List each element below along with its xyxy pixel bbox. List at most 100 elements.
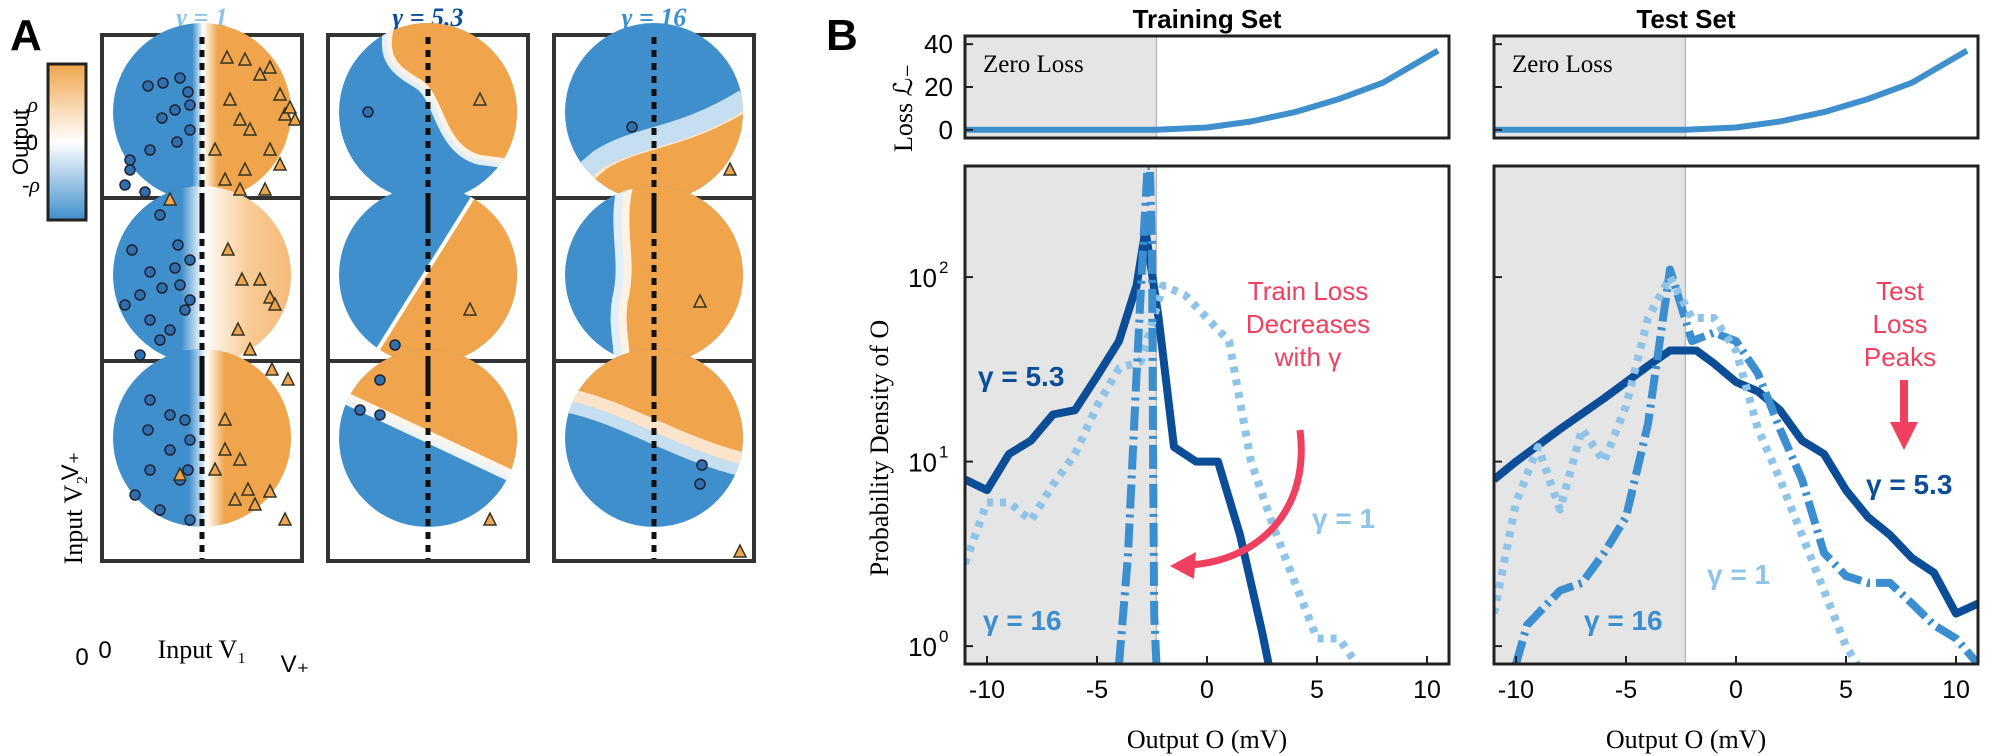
loss-train-zero-loss-region (965, 36, 1157, 138)
test-annotation-line1: Test (1876, 276, 1924, 306)
a-y-label: Input V₂ (59, 476, 88, 565)
loss-train-series-group (965, 48, 1440, 133)
marker-circle-39 (182, 464, 194, 476)
density-test-xtick-label-0: 0 (1729, 676, 1743, 704)
loss-train-ytick-label-20: 20 (924, 72, 953, 102)
marker-triangle-33 (277, 511, 293, 526)
density-train-series-2 (1115, 166, 1161, 664)
marker-circle-0 (142, 80, 154, 92)
marker-circle-19 (174, 279, 186, 291)
density-train-series-1 (965, 281, 1360, 664)
marker-triangle-13 (217, 171, 233, 186)
loss-train-series-0 (965, 48, 1440, 133)
marker-circle-3 (182, 86, 194, 98)
density-train-xtick-label-0: 0 (1200, 676, 1214, 704)
loss-ylabel: Loss ℒ₋ (889, 64, 918, 152)
marker-circle-49 (626, 121, 638, 133)
test-xlabel: Output O (mV) (1606, 725, 1766, 754)
test-annotation-line2: Loss (1873, 309, 1928, 339)
marker-circle-6 (184, 124, 196, 136)
loss-train-ytick-label-40: 40 (924, 29, 953, 59)
density-ylabel: Probability Density of O (865, 320, 894, 576)
marker-circle-46 (374, 409, 386, 421)
marker-triangle-14 (257, 181, 273, 196)
marker-triangle-23 (280, 371, 296, 386)
loss-train-ytick-label-0: 0 (939, 115, 953, 145)
marker-triangle-30 (240, 481, 256, 496)
marker-triangle-7 (232, 111, 248, 126)
test-set-title: Test Set (1636, 4, 1736, 34)
marker-triangle-41 (722, 161, 738, 176)
marker-circle-23 (164, 324, 176, 336)
marker-circle-17 (169, 262, 181, 274)
marker-triangle-12 (207, 141, 223, 156)
marker-triangle-4 (277, 106, 293, 121)
marker-triangle-16 (222, 91, 238, 106)
marker-circle-11 (139, 186, 151, 198)
marker-circle-38 (184, 514, 196, 526)
density-test-xtick-label--10: -10 (1498, 676, 1534, 704)
train-annotation-line2: Decreases (1246, 309, 1370, 339)
panel-a-label: A (10, 11, 42, 60)
marker-triangle-19 (220, 241, 236, 256)
marker-triangle-20 (234, 271, 250, 286)
marker-circle-22 (144, 314, 156, 326)
density-test-xtick-label-5: 5 (1839, 676, 1853, 704)
marker-triangle-3 (262, 59, 278, 74)
marker-circle-14 (124, 164, 136, 176)
marker-circle-15 (126, 244, 138, 256)
marker-circle-21 (119, 299, 131, 311)
marker-circle-48 (696, 459, 708, 471)
marker-circle-27 (179, 304, 191, 316)
marker-triangle-35 (207, 461, 223, 476)
label-train-g16: γ = 16 (983, 605, 1062, 636)
label-train-g1: γ = 1 (1312, 503, 1375, 534)
train-annotation-line3: with γ (1274, 342, 1341, 372)
density-train-series-0 (965, 226, 1273, 664)
marker-circle-47 (694, 478, 706, 490)
marker-triangle-43 (732, 543, 748, 558)
marker-circle-5 (156, 112, 168, 124)
marker-circle-20 (134, 289, 146, 301)
density-test-series-1 (1512, 265, 1978, 664)
marker-triangle-9 (262, 141, 278, 156)
loss-test-series-group (1494, 48, 1969, 133)
density-test-series-group (1494, 265, 1978, 664)
marker-circle-36 (129, 489, 141, 501)
marker-circle-26 (134, 349, 146, 361)
marker-circle-29 (156, 282, 168, 294)
train-annotation: Train Loss Decreases with γ (1170, 276, 1370, 579)
density-train-xtick-label--10: -10 (969, 676, 1005, 704)
loss-test-zero-loss-region (1494, 36, 1686, 138)
train-annotation-line1: Train Loss (1248, 276, 1368, 306)
label-test-g16: γ = 16 (1584, 605, 1663, 636)
marker-circle-12 (154, 209, 166, 221)
density-train-series-group (965, 166, 1360, 664)
marker-triangle-37 (172, 466, 188, 481)
marker-triangle-5 (287, 111, 303, 126)
marker-circle-4 (169, 104, 181, 116)
density-test-plot: -10 -5 0 5 10 (1492, 164, 1980, 704)
colorbar-bottom-label: -ρ (22, 172, 40, 197)
marker-triangle-1 (237, 51, 253, 66)
marker-triangle-31 (247, 496, 263, 511)
marker-circle-2 (174, 72, 186, 84)
training-set-title: Training Set (1133, 4, 1282, 34)
marker-circle-33 (184, 434, 196, 446)
density-train-ytick-label-1: 10 (908, 632, 937, 662)
marker-circle-10 (119, 179, 131, 191)
density-train-ytick-label-10: 10 (908, 448, 937, 478)
density-test-series-2 (1494, 273, 1861, 664)
marker-circle-44 (374, 374, 386, 386)
marker-triangle-2 (252, 66, 268, 81)
label-train-g53: γ = 5.3 (978, 361, 1064, 392)
marker-circle-1 (157, 77, 169, 89)
marker-circle-45 (354, 404, 366, 416)
density-train-ytick-exp-100: 2 (939, 258, 948, 277)
data-markers (119, 49, 748, 558)
test-annotation: Test Loss Peaks (1864, 276, 1936, 450)
a-x-label: Input V₁ (158, 635, 247, 664)
test-annotation-arrowhead (1890, 422, 1918, 450)
